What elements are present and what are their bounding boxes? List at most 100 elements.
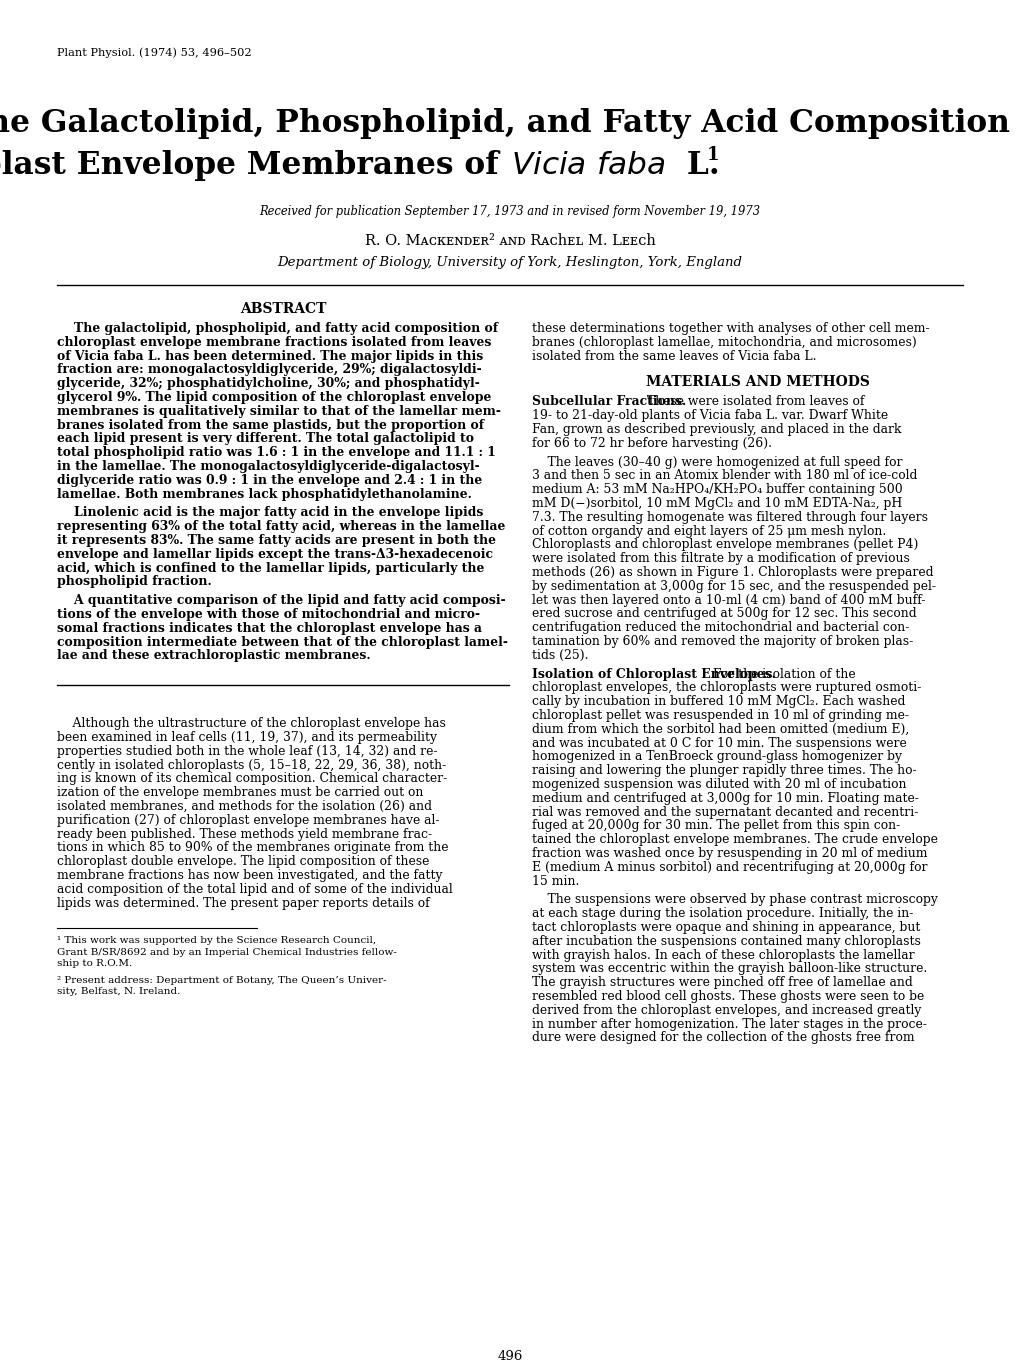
Text: The Galactolipid, Phospholipid, and Fatty Acid Composition of: The Galactolipid, Phospholipid, and Fatt… (0, 108, 1019, 138)
Text: 496: 496 (497, 1349, 522, 1363)
Text: glyceride, 32%; phosphatidylcholine, 30%; and phosphatidyl-: glyceride, 32%; phosphatidylcholine, 30%… (57, 377, 479, 390)
Text: ¹ This work was supported by the Science Research Council,: ¹ This work was supported by the Science… (57, 937, 376, 945)
Text: mM D(−)sorbitol, 10 mM MgCl₂ and 10 mM EDTA-Na₂, pH: mM D(−)sorbitol, 10 mM MgCl₂ and 10 mM E… (532, 497, 902, 510)
Text: dium from which the sorbitol had been omitted (medium E),: dium from which the sorbitol had been om… (532, 723, 908, 736)
Text: chloroplast envelopes, the chloroplasts were ruptured osmoti-: chloroplast envelopes, the chloroplasts … (532, 681, 920, 695)
Text: tions in which 85 to 90% of the membranes originate from the: tions in which 85 to 90% of the membrane… (57, 841, 448, 855)
Text: ization of the envelope membranes must be carried out on: ization of the envelope membranes must b… (57, 786, 423, 799)
Text: tact chloroplasts were opaque and shining in appearance, but: tact chloroplasts were opaque and shinin… (532, 921, 919, 934)
Text: Linolenic acid is the major fatty acid in the envelope lipids: Linolenic acid is the major fatty acid i… (57, 507, 483, 519)
Text: been examined in leaf cells (11, 19, 37), and its permeability: been examined in leaf cells (11, 19, 37)… (57, 732, 436, 744)
Text: diglyceride ratio was 0.9 : 1 in the envelope and 2.4 : 1 in the: diglyceride ratio was 0.9 : 1 in the env… (57, 474, 482, 486)
Text: ² Present address: Department of Botany, The Queen’s Univer-: ² Present address: Department of Botany,… (57, 975, 386, 985)
Text: fraction was washed once by resuspending in 20 ml of medium: fraction was washed once by resuspending… (532, 847, 926, 860)
Text: in the lamellae. The monogalactosyldiglyceride-digalactosyl-: in the lamellae. The monogalactosyldigly… (57, 460, 479, 473)
Text: For the isolation of the: For the isolation of the (708, 667, 855, 681)
Text: cently in isolated chloroplasts (5, 15–18, 22, 29, 36, 38), noth-: cently in isolated chloroplasts (5, 15–1… (57, 759, 446, 771)
Text: membranes is qualitatively similar to that of the lamellar mem-: membranes is qualitatively similar to th… (57, 404, 500, 418)
Text: ready been published. These methods yield membrane frac-: ready been published. These methods yiel… (57, 827, 432, 841)
Text: Fan, grown as described previously, and placed in the dark: Fan, grown as described previously, and … (532, 423, 901, 436)
Text: acid, which is confined to the lamellar lipids, particularly the: acid, which is confined to the lamellar … (57, 562, 484, 574)
Text: centrifugation reduced the mitochondrial and bacterial con-: centrifugation reduced the mitochondrial… (532, 621, 909, 634)
Text: ing is known of its chemical composition. Chemical character-: ing is known of its chemical composition… (57, 773, 446, 785)
Text: glycerol 9%. The lipid composition of the chloroplast envelope: glycerol 9%. The lipid composition of th… (57, 390, 491, 404)
Text: total phospholipid ratio was 1.6 : 1 in the envelope and 11.1 : 1: total phospholipid ratio was 1.6 : 1 in … (57, 447, 495, 459)
Text: medium A: 53 mM Na₂HPO₄/KH₂PO₄ buffer containing 500: medium A: 53 mM Na₂HPO₄/KH₂PO₄ buffer co… (532, 484, 902, 496)
Text: medium and centrifuged at 3,000g for 10 min. Floating mate-: medium and centrifuged at 3,000g for 10 … (532, 792, 918, 804)
Text: of Vicia faba L. has been determined. The major lipids in this: of Vicia faba L. has been determined. Th… (57, 349, 483, 363)
Text: The galactolipid, phospholipid, and fatty acid composition of: The galactolipid, phospholipid, and fatt… (57, 322, 497, 336)
Text: rial was removed and the supernatant decanted and recentri-: rial was removed and the supernatant dec… (532, 806, 917, 819)
Text: chloroplast envelope membrane fractions isolated from leaves: chloroplast envelope membrane fractions … (57, 336, 491, 349)
Text: E (medium A minus sorbitol) and recentrifuging at 20,000g for: E (medium A minus sorbitol) and recentri… (532, 860, 926, 874)
Text: cally by incubation in buffered 10 mM MgCl₂. Each washed: cally by incubation in buffered 10 mM Mg… (532, 695, 905, 708)
Text: Grant B/SR/8692 and by an Imperial Chemical Industries fellow-: Grant B/SR/8692 and by an Imperial Chemi… (57, 948, 396, 956)
Text: it represents 83%. The same fatty acids are present in both the: it represents 83%. The same fatty acids … (57, 534, 495, 547)
Text: isolated membranes, and methods for the isolation (26) and: isolated membranes, and methods for the … (57, 800, 432, 812)
Text: acid composition of the total lipid and of some of the individual: acid composition of the total lipid and … (57, 882, 452, 896)
Text: The suspensions were observed by phase contrast microscopy: The suspensions were observed by phase c… (532, 893, 936, 907)
Text: Isolation of Chloroplast Envelopes.: Isolation of Chloroplast Envelopes. (532, 667, 775, 681)
Text: $\mathbf{\mathit{Vicia\ faba}}$: $\mathbf{\mathit{Vicia\ faba}}$ (511, 149, 664, 181)
Text: These were isolated from leaves of: These were isolated from leaves of (642, 396, 864, 408)
Text: membrane fractions has now been investigated, and the fatty: membrane fractions has now been investig… (57, 869, 442, 882)
Text: lipids was determined. The present paper reports details of: lipids was determined. The present paper… (57, 896, 429, 910)
Text: envelope and lamellar lipids except the trans-Δ3-hexadecenoic: envelope and lamellar lipids except the … (57, 548, 492, 560)
Text: somal fractions indicates that the chloroplast envelope has a: somal fractions indicates that the chlor… (57, 622, 482, 634)
Text: after incubation the suspensions contained many chloroplasts: after incubation the suspensions contain… (532, 934, 920, 948)
Text: lamellae. Both membranes lack phosphatidylethanolamine.: lamellae. Both membranes lack phosphatid… (57, 488, 472, 500)
Text: for 66 to 72 hr before harvesting (26).: for 66 to 72 hr before harvesting (26). (532, 437, 771, 449)
Text: 19- to 21-day-old plants of Vicia faba L. var. Dwarf White: 19- to 21-day-old plants of Vicia faba L… (532, 410, 888, 422)
Text: these determinations together with analyses of other cell mem-: these determinations together with analy… (532, 322, 928, 336)
Text: each lipid present is very different. The total galactolipid to: each lipid present is very different. Th… (57, 433, 474, 445)
Text: The grayish structures were pinched off free of lamellae and: The grayish structures were pinched off … (532, 977, 912, 989)
Text: purification (27) of chloroplast envelope membranes have al-: purification (27) of chloroplast envelop… (57, 814, 439, 827)
Text: were isolated from this filtrate by a modification of previous: were isolated from this filtrate by a mo… (532, 552, 909, 566)
Text: dure were designed for the collection of the ghosts free from: dure were designed for the collection of… (532, 1032, 914, 1044)
Text: isolated from the same leaves of Vicia faba L.: isolated from the same leaves of Vicia f… (532, 349, 815, 363)
Text: chloroplast double envelope. The lipid composition of these: chloroplast double envelope. The lipid c… (57, 855, 429, 869)
Text: derived from the chloroplast envelopes, and increased greatly: derived from the chloroplast envelopes, … (532, 1004, 920, 1017)
Text: by sedimentation at 3,000g for 15 sec, and the resuspended pel-: by sedimentation at 3,000g for 15 sec, a… (532, 580, 935, 593)
Text: in number after homogenization. The later stages in the proce-: in number after homogenization. The late… (532, 1018, 926, 1030)
Text: homogenized in a TenBroeck ground-glass homogenizer by: homogenized in a TenBroeck ground-glass … (532, 751, 901, 763)
Text: of cotton organdy and eight layers of 25 μm mesh nylon.: of cotton organdy and eight layers of 25… (532, 525, 886, 537)
Text: Although the ultrastructure of the chloroplast envelope has: Although the ultrastructure of the chlor… (57, 718, 445, 730)
Text: Plant Physiol. (1974) 53, 496–502: Plant Physiol. (1974) 53, 496–502 (57, 47, 252, 58)
Text: tained the chloroplast envelope membranes. The crude envelope: tained the chloroplast envelope membrane… (532, 833, 936, 847)
Text: lae and these extrachloroplastic membranes.: lae and these extrachloroplastic membran… (57, 649, 370, 663)
Text: tids (25).: tids (25). (532, 649, 588, 662)
Text: 1: 1 (706, 147, 718, 164)
Text: branes isolated from the same plastids, but the proportion of: branes isolated from the same plastids, … (57, 419, 484, 432)
Text: Department of Biology, University of York, Heslington, York, England: Department of Biology, University of Yor… (277, 256, 742, 269)
Text: A quantitative comparison of the lipid and fatty acid composi-: A quantitative comparison of the lipid a… (57, 595, 505, 607)
Text: phospholipid fraction.: phospholipid fraction. (57, 575, 212, 588)
Text: tamination by 60% and removed the majority of broken plas-: tamination by 60% and removed the majori… (532, 636, 912, 648)
Text: tions of the envelope with those of mitochondrial and micro-: tions of the envelope with those of mito… (57, 608, 480, 621)
Text: with grayish halos. In each of these chloroplasts the lamellar: with grayish halos. In each of these chl… (532, 948, 914, 962)
Text: 3 and then 5 sec in an Atomix blender with 180 ml of ice-cold: 3 and then 5 sec in an Atomix blender wi… (532, 470, 916, 482)
Text: representing 63% of the total fatty acid, whereas in the lamellae: representing 63% of the total fatty acid… (57, 521, 504, 533)
Text: chloroplast pellet was resuspended in 10 ml of grinding me-: chloroplast pellet was resuspended in 10… (532, 710, 908, 722)
Text: MATERIALS AND METHODS: MATERIALS AND METHODS (645, 375, 869, 389)
Text: Chloroplasts and chloroplast envelope membranes (pellet P4): Chloroplasts and chloroplast envelope me… (532, 538, 917, 551)
Text: sity, Belfast, N. Ireland.: sity, Belfast, N. Ireland. (57, 988, 180, 996)
Text: Received for publication September 17, 1973 and in revised form November 19, 197: Received for publication September 17, 1… (259, 206, 760, 218)
Text: resembled red blood cell ghosts. These ghosts were seen to be: resembled red blood cell ghosts. These g… (532, 991, 923, 1003)
Text: methods (26) as shown in Figure 1. Chloroplasts were prepared: methods (26) as shown in Figure 1. Chlor… (532, 566, 932, 580)
Text: ered sucrose and centrifuged at 500g for 12 sec. This second: ered sucrose and centrifuged at 500g for… (532, 607, 916, 621)
Text: branes (chloroplast lamellae, mitochondria, and microsomes): branes (chloroplast lamellae, mitochondr… (532, 336, 916, 349)
Text: let was then layered onto a 10-ml (4 cm) band of 400 mM buff-: let was then layered onto a 10-ml (4 cm)… (532, 593, 924, 607)
Text: L.: L. (676, 149, 719, 181)
Text: ABSTRACT: ABSTRACT (239, 301, 326, 316)
Text: The leaves (30–40 g) were homogenized at full speed for: The leaves (30–40 g) were homogenized at… (532, 456, 902, 469)
Text: and was incubated at 0 C for 10 min. The suspensions were: and was incubated at 0 C for 10 min. The… (532, 737, 906, 749)
Text: the Chloroplast Envelope Membranes of: the Chloroplast Envelope Membranes of (0, 149, 510, 181)
Text: fuged at 20,000g for 30 min. The pellet from this spin con-: fuged at 20,000g for 30 min. The pellet … (532, 819, 900, 833)
Text: at each stage during the isolation procedure. Initially, the in-: at each stage during the isolation proce… (532, 907, 912, 921)
Text: composition intermediate between that of the chloroplast lamel-: composition intermediate between that of… (57, 636, 507, 648)
Text: 15 min.: 15 min. (532, 874, 579, 888)
Text: fraction are: monogalactosyldiglyceride, 29%; digalactosyldi-: fraction are: monogalactosyldiglyceride,… (57, 363, 481, 377)
Text: system was eccentric within the grayish balloon-like structure.: system was eccentric within the grayish … (532, 962, 926, 975)
Text: R. O. Mᴀᴄᴋᴇɴᴅᴇʀ² ᴀɴᴅ Rᴀᴄһᴇʟ M. Lᴇᴇᴄһ: R. O. Mᴀᴄᴋᴇɴᴅᴇʀ² ᴀɴᴅ Rᴀᴄһᴇʟ M. Lᴇᴇᴄһ (364, 234, 655, 248)
